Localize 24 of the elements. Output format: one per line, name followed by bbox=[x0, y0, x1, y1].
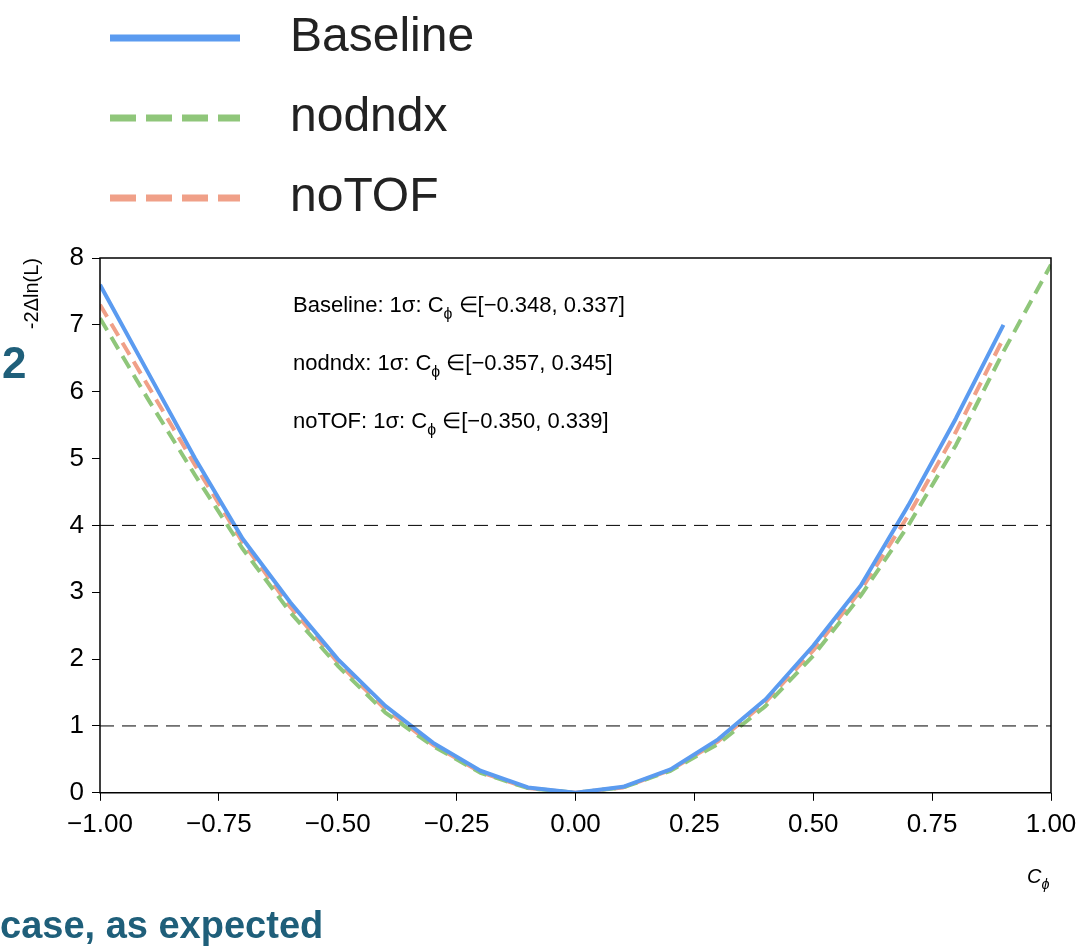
x-tick-label: 1.00 bbox=[1025, 807, 1077, 838]
x-tick-label: 0.75 bbox=[906, 807, 958, 838]
y-tick-label: 2 bbox=[69, 642, 84, 673]
x-tick-label: −0.50 bbox=[304, 807, 371, 838]
legend-label: Baseline bbox=[290, 8, 475, 62]
x-tick-label: −0.25 bbox=[423, 807, 490, 838]
y-tick-label: 0 bbox=[69, 775, 84, 806]
legend-label: noTOF bbox=[290, 168, 439, 222]
text: case, as expected bbox=[0, 904, 324, 946]
y-tick-label: 4 bbox=[69, 508, 84, 539]
x-tick-label: 0.25 bbox=[669, 807, 720, 838]
y-tick-label: 8 bbox=[69, 241, 84, 272]
y-axis-title: -2Δln(L) bbox=[20, 258, 42, 330]
y-tick-label: 3 bbox=[69, 575, 84, 606]
legend-label: nodndx bbox=[290, 88, 448, 142]
y-tick-label: 5 bbox=[69, 441, 84, 472]
y-tick-label: 7 bbox=[69, 308, 84, 339]
x-tick-label: 0.00 bbox=[550, 807, 601, 838]
x-tick-label: 0.50 bbox=[787, 807, 839, 838]
x-tick-label: −1.00 bbox=[67, 807, 133, 838]
x-tick-label: −0.75 bbox=[185, 807, 252, 838]
y-tick-label: 1 bbox=[69, 709, 84, 740]
y-tick-label: 6 bbox=[69, 374, 84, 405]
text: 2 bbox=[2, 338, 27, 387]
